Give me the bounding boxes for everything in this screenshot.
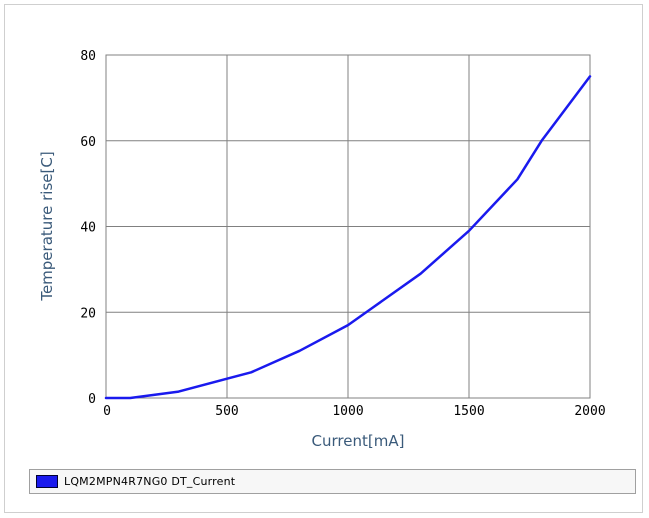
y-axis-label: Temperature rise[C] <box>38 151 56 301</box>
grid-lines <box>106 55 590 398</box>
y-tick-label: 80 <box>80 49 96 64</box>
y-tick-label: 20 <box>80 306 96 321</box>
y-tick-labels: 0 20 40 60 80 <box>80 49 96 407</box>
y-tick-label: 40 <box>80 221 96 236</box>
x-tick-label: 2000 <box>574 404 605 419</box>
y-tick-label: 0 <box>88 392 96 407</box>
legend-label: LQM2MPN4R7NG0 DT_Current <box>64 475 236 488</box>
x-tick-label: 0 <box>103 404 111 419</box>
legend-swatch-icon <box>36 475 58 488</box>
x-axis-label: Current[mA] <box>312 432 405 450</box>
x-tick-label: 1500 <box>453 404 484 419</box>
y-tick-label: 60 <box>80 135 96 150</box>
x-tick-labels: 0 500 1000 1500 2000 <box>103 404 606 419</box>
x-tick-label: 1000 <box>332 404 363 419</box>
series-line <box>104 75 592 400</box>
x-tick-label: 500 <box>215 404 238 419</box>
legend: LQM2MPN4R7NG0 DT_Current <box>29 469 636 494</box>
